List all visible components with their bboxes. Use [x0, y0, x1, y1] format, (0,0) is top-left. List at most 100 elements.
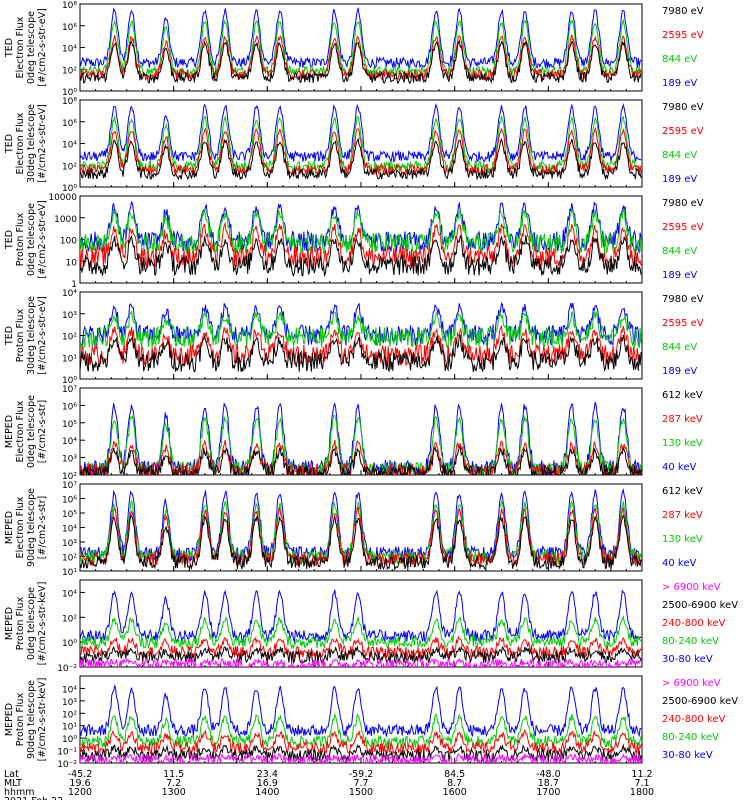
y-tick-label: 10⁶ [62, 402, 77, 412]
series-group [80, 200, 642, 278]
y-axis-label: MEPED [4, 607, 15, 640]
y-axis-label: [#/cm2-s-str] [37, 400, 48, 463]
x-tick-mlt: 19.6 [69, 778, 90, 789]
series-group [80, 102, 642, 181]
y-axis-label: Electron Flux [15, 112, 26, 174]
legend-label: 844 eV [662, 150, 697, 161]
series-line [80, 137, 642, 181]
y-tick-label: 10² [62, 710, 77, 720]
y-axis-label: MEPED [4, 511, 15, 544]
date-label: 2021 Feb 22 [4, 796, 63, 800]
legend-label: 240-800 keV [662, 618, 726, 629]
y-axis-label: TED [4, 230, 15, 250]
x-row-label: hhmm [4, 787, 35, 798]
y-tick-label: 10¹ [62, 723, 77, 733]
legend-label: 189 eV [662, 366, 697, 377]
series-line [80, 645, 642, 665]
x-row-label: Lat [4, 769, 19, 780]
y-axis-label: Electron Flux [15, 496, 26, 558]
legend-label: 612 keV [662, 390, 703, 401]
y-axis-label: [#/cm2-s-str-eV] [37, 104, 48, 183]
x-row-label: MLT [4, 778, 22, 789]
y-tick-label: 10000 [48, 193, 77, 203]
legend-label: 2595 eV [662, 30, 704, 41]
x-axis-labels: LatMLThhmm-45.219.6120011.57.2130023.416… [4, 769, 654, 800]
legend-label: 7980 eV [662, 6, 704, 17]
y-tick-label: 100 [60, 237, 77, 247]
legend-label: 40 keV [662, 462, 696, 473]
series-line [80, 752, 642, 763]
y-tick-label: 1000 [54, 215, 77, 225]
y-tick-label: 10⁵ [62, 510, 77, 520]
y-tick-label: 10⁸ [62, 97, 77, 107]
y-axis-label: [#/cm2-s-str-eV] [37, 8, 48, 87]
legend-label: 7980 eV [662, 294, 704, 305]
legend-label: 2500-6900 keV [662, 696, 738, 707]
y-tick-label: 10⁷ [62, 385, 77, 395]
y-axis-label: [#/cm2-s-str] [37, 496, 48, 559]
panel-2: 10⁰ 10² 10⁴ 10⁶ 10⁸ TED Electron Flux 30deg tel… [4, 97, 704, 194]
series-line [80, 506, 642, 568]
y-axis-label: [#/cm2-s-str-eV] [37, 296, 48, 375]
y-axis-label: 0deg telescope [26, 203, 37, 276]
y-axis-label: 0deg telescope [26, 395, 37, 468]
y-tick-label: 10⁰ [62, 376, 77, 386]
x-tick-mlt: 7.2 [166, 778, 181, 789]
y-tick-label: 10⁶ [62, 23, 77, 33]
x-tick-lat: -45.2 [68, 769, 93, 780]
y-tick-label: 10² [62, 66, 77, 76]
legend-label: 844 eV [662, 342, 697, 353]
y-tick-label: 10⁴ [62, 525, 77, 535]
y-axis-label: 30deg telescope [26, 296, 37, 375]
series-line [80, 302, 642, 346]
legend-label: 80-240 keV [662, 732, 719, 743]
series-line [80, 729, 642, 756]
series-line [80, 743, 642, 763]
x-tick-mlt: 8.7 [447, 778, 462, 789]
legend-label: 287 keV [662, 414, 703, 425]
y-tick-label: 10⁵ [62, 420, 77, 430]
y-tick-label: 10⁰ [62, 88, 77, 98]
y-tick-label: 10⁷ [62, 481, 77, 491]
y-tick-label: 10⁴ [62, 685, 77, 695]
legend-label: > 6900 keV [662, 678, 721, 689]
y-axis-label: 30deg telescope [26, 104, 37, 183]
series-group [80, 684, 642, 763]
y-tick-label: 10⁴ [62, 289, 77, 299]
y-tick-label: 10³ [62, 698, 77, 708]
x-tick-mlt: 16.9 [257, 778, 278, 789]
panel-5: 10² 10³ 10⁴ 10⁵ 10⁶ 10⁷ MEPED Electron Flux 0deg… [4, 385, 703, 482]
y-tick-label: 10⁸ [62, 1, 77, 11]
x-tick-hhmm: 1500 [349, 787, 373, 798]
y-tick-label: 10¹ [62, 354, 77, 364]
series-line [80, 589, 642, 644]
y-tick-label: 10⁴ [62, 589, 77, 599]
legend-label: 7980 eV [662, 102, 704, 113]
y-axis-label: Electron Flux [15, 400, 26, 462]
legend-label: 30-80 keV [662, 654, 713, 665]
panel-8: 10⁻² 10⁻¹ 10⁰ 10¹ 10² 10³ 10⁴ MEPED Proton Flux 9… [4, 675, 738, 770]
x-tick-mlt: 7.1 [634, 778, 649, 789]
y-tick-label: 10⁰ [62, 184, 77, 194]
x-tick-hhmm: 1200 [68, 787, 92, 798]
y-tick-label: 10² [62, 614, 77, 624]
y-axis-label: 0deg telescope [26, 587, 37, 660]
y-tick-label: 10⁰ [62, 639, 77, 649]
series-line [80, 234, 642, 278]
x-tick-hhmm: 1600 [443, 787, 467, 798]
y-tick-label: 10² [62, 554, 77, 564]
x-tick-lat: 84.5 [444, 769, 465, 780]
legend-label: 287 keV [662, 510, 703, 521]
y-tick-label: 10⁶ [62, 119, 77, 129]
y-axis-label: Electron Flux [15, 16, 26, 78]
y-tick-label: 10¹ [62, 568, 77, 578]
legend-label: 189 eV [662, 270, 697, 281]
legend-label: 2595 eV [662, 318, 704, 329]
y-tick-label: 10⁰ [62, 735, 77, 745]
panel-3: 1 10 100 1000 10000 TED Proton Flux 0deg telesc… [4, 193, 704, 290]
panel-6: 10¹ 10² 10³ 10⁴ 10⁵ 10⁶ 10⁷ MEPED Electron Flux 9… [4, 481, 703, 578]
legend-label: 40 keV [662, 558, 696, 569]
legend-label: 189 eV [662, 78, 697, 89]
series-line [80, 39, 642, 85]
